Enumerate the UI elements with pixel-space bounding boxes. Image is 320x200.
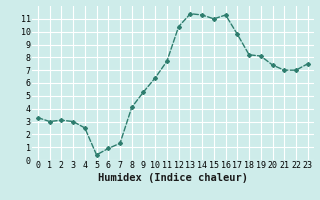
X-axis label: Humidex (Indice chaleur): Humidex (Indice chaleur) <box>98 173 248 183</box>
